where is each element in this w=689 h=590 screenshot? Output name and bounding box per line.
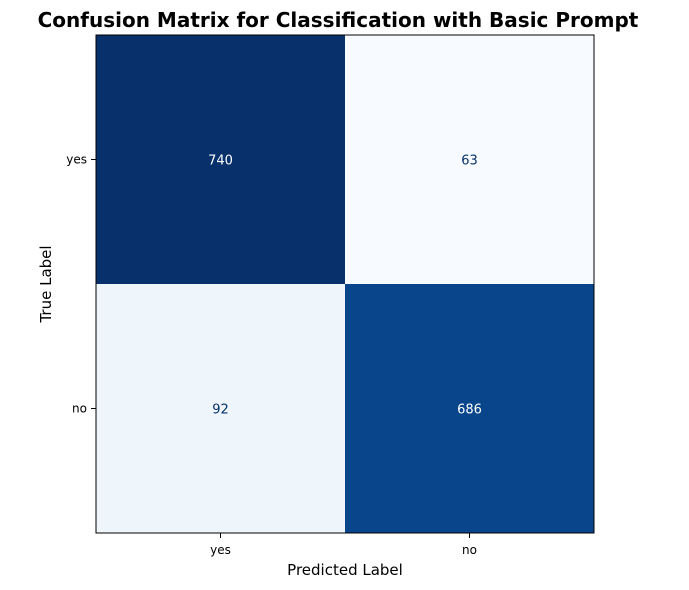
cell-value-no-no: 686	[457, 403, 482, 418]
y-tick-label-no: no	[72, 402, 87, 416]
chart-title: Confusion Matrix for Classification with…	[38, 8, 639, 32]
heatmap-cell-yes-no	[345, 35, 594, 284]
heatmap-cell-yes-yes	[96, 35, 345, 284]
heatmap-cell-no-yes	[96, 284, 345, 533]
heatmap-cells	[96, 35, 594, 533]
x-tick-label-no: no	[462, 543, 477, 557]
x-tick-label-yes: yes	[210, 543, 231, 557]
cell-value-no-yes: 92	[212, 403, 229, 418]
axis-ticks	[91, 159, 470, 538]
heatmap-cell-no-no	[345, 284, 594, 533]
y-tick-label-yes: yes	[66, 153, 87, 167]
heatmap-cell-labels: 740 63 92 686	[208, 154, 482, 418]
cell-value-yes-no: 63	[461, 154, 478, 169]
plot-frame	[95, 34, 595, 534]
axis-tick-labels: yes no yes no	[66, 153, 477, 558]
x-axis-label: Predicted Label	[287, 561, 403, 579]
cell-value-yes-yes: 740	[208, 154, 233, 169]
y-axis-label: True Label	[37, 245, 55, 323]
